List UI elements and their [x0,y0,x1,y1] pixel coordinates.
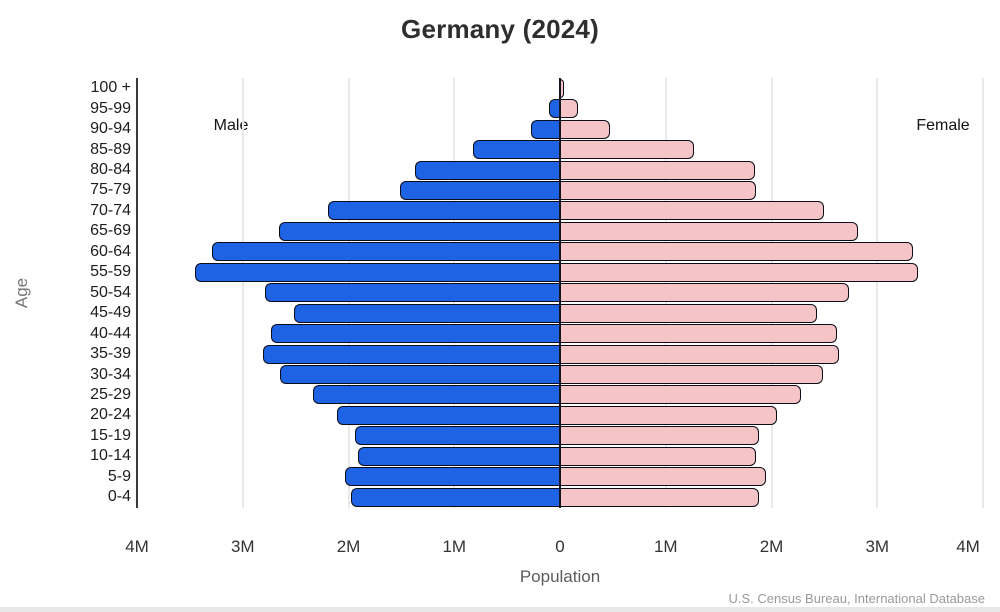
bar-female-95-99 [560,99,578,119]
female-side-label: Female [916,117,970,134]
bar-male-60-64 [212,242,560,262]
bar-male-35-39 [262,344,560,364]
x-tick-label: 2M [336,537,361,556]
age-tick-label: 65-69 [90,222,131,240]
bar-male-55-59 [195,262,560,282]
source-attribution: U.S. Census Bureau, International Databa… [728,591,985,606]
age-tick-label: 75-79 [90,181,131,199]
bar-female-85-89 [560,140,695,160]
bar-female-15-19 [560,426,759,446]
bar-male-45-49 [293,303,560,323]
age-tick-label: 0-4 [107,488,131,506]
age-tick-label: 50-54 [90,283,131,301]
bar-male-5-9 [345,467,560,487]
y-axis-title: Age [12,277,31,309]
bar-female-0-4 [560,487,759,507]
bar-male-90-94 [531,119,560,139]
x-tick-label: 4M [956,537,980,556]
bar-male-40-44 [271,324,560,344]
age-tick-label: 70-74 [90,201,131,219]
bar-male-70-74 [328,201,560,221]
bar-female-55-59 [560,262,919,282]
x-tick-label: 1M [653,537,678,556]
bar-female-5-9 [560,467,767,487]
age-tick-label: 95-99 [90,99,131,117]
bar-female-60-64 [560,242,914,262]
window-bottom-edge [0,607,1000,612]
bar-female-10-14 [560,446,756,466]
bar-male-50-54 [264,283,560,303]
age-tick-label: 45-49 [90,304,131,322]
gridline [876,78,879,508]
bar-female-40-44 [560,324,838,344]
age-tick-label: 10-14 [90,447,131,465]
age-tick-label: 90-94 [90,120,131,138]
age-tick-label: 25-29 [90,385,131,403]
bar-male-65-69 [278,221,560,241]
age-tick-label: 5-9 [107,467,131,485]
bar-male-80-84 [415,160,560,180]
bar-female-35-39 [560,344,840,364]
bar-male-15-19 [354,426,560,446]
age-tick-label: 80-84 [90,161,131,179]
x-tick-label: 3M [230,537,255,556]
bar-male-30-34 [279,365,560,385]
zero-axis-line [559,78,561,508]
bar-female-50-54 [560,283,849,303]
bar-female-75-79 [560,180,756,200]
bar-female-90-94 [560,119,610,139]
x-axis-title: Population [519,567,601,586]
bar-male-20-24 [336,405,560,425]
y-axis-line [136,78,138,508]
age-tick-label: 55-59 [90,263,131,281]
x-tick-label: 2M [759,537,784,556]
bar-female-45-49 [560,303,817,323]
bar-male-10-14 [358,446,560,466]
age-tick-label: 30-34 [90,365,131,383]
bar-male-95-99 [549,99,560,119]
gridline [982,78,984,508]
age-tick-label: 15-19 [90,426,131,444]
male-side-label: Male [213,117,249,134]
chart-title: Germany (2024) [401,14,599,44]
bar-female-25-29 [560,385,802,405]
bar-male-25-29 [312,385,560,405]
bar-male-0-4 [350,487,560,507]
bar-female-20-24 [560,405,777,425]
bar-female-70-74 [560,201,825,221]
age-tick-label: 35-39 [90,345,131,363]
x-tick-label: 1M [442,537,467,556]
age-tick-label: 60-64 [90,242,131,260]
age-tick-label: 100 + [90,79,131,97]
gridline [241,78,244,508]
bar-female-65-69 [560,221,859,241]
age-tick-label: 20-24 [90,406,131,424]
age-tick-label: 85-89 [90,140,131,158]
bar-female-100+ [560,78,565,98]
x-tick-label: 3M [865,537,890,556]
x-tick-label: 4M [125,537,149,556]
bar-male-75-79 [400,180,560,200]
bar-male-85-89 [473,140,560,160]
bar-female-30-34 [560,365,824,385]
age-tick-label: 40-44 [90,324,131,342]
bar-female-80-84 [560,160,755,180]
x-tick-label: 0 [555,537,565,556]
